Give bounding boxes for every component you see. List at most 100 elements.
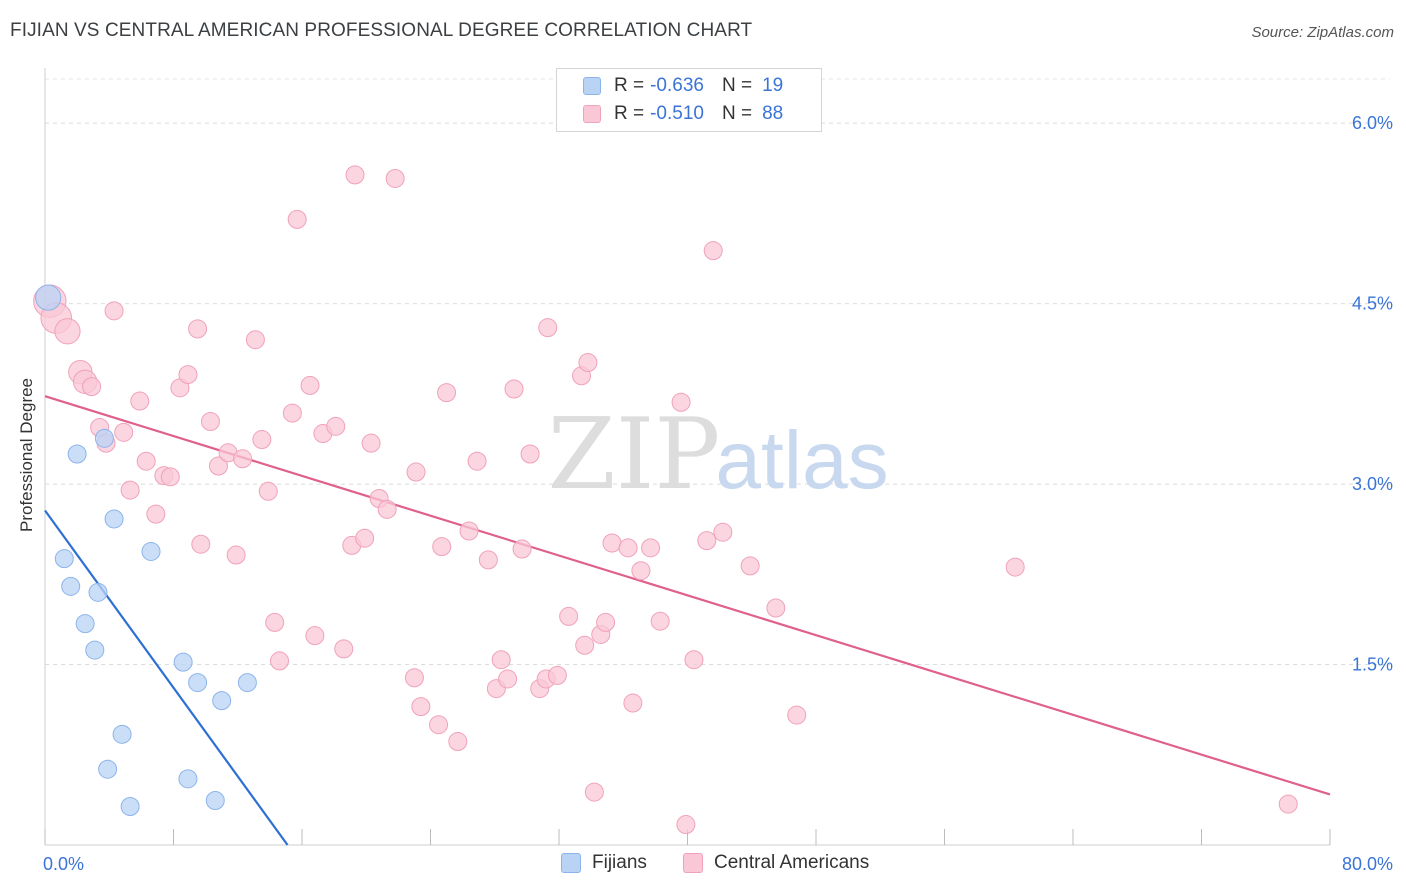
legend-n-label: N = bbox=[721, 75, 753, 96]
point-central-american bbox=[623, 693, 643, 713]
point-central-american bbox=[120, 480, 140, 500]
point-central-american bbox=[787, 705, 807, 725]
point-central-american bbox=[766, 598, 786, 618]
point-central-american bbox=[136, 451, 156, 471]
legend-r-value: -0.510 bbox=[650, 103, 704, 124]
point-central-american bbox=[208, 456, 228, 476]
point-central-american bbox=[547, 665, 567, 685]
point-central-american bbox=[178, 365, 198, 385]
x-tick-label-min: 0.0% bbox=[43, 854, 84, 874]
point-fijian bbox=[178, 769, 198, 789]
point-central-american bbox=[82, 377, 102, 397]
y-tick-label: 4.5% bbox=[1352, 294, 1393, 314]
point-central-american bbox=[114, 422, 134, 442]
point-central-american bbox=[252, 430, 272, 450]
point-central-american bbox=[641, 538, 661, 558]
point-central-american bbox=[188, 319, 208, 339]
point-central-american bbox=[385, 168, 405, 188]
point-fijian bbox=[54, 549, 74, 569]
point-central-american bbox=[437, 383, 457, 403]
point-central-american bbox=[282, 403, 302, 423]
point-central-american bbox=[559, 606, 579, 626]
trend-line-central-americans bbox=[44, 395, 1331, 796]
correlation-legend: R = -0.636 N = 19 R = -0.510 N = 88 bbox=[556, 68, 822, 132]
legend-n-value: 19 bbox=[762, 75, 784, 96]
legend-n-value: 88 bbox=[762, 103, 784, 124]
point-fijian bbox=[75, 614, 95, 634]
watermark: ZIP atlas bbox=[548, 398, 889, 512]
y-tick-label: 3.0% bbox=[1352, 474, 1393, 494]
point-central-american bbox=[467, 451, 487, 471]
point-fijian bbox=[112, 724, 132, 744]
point-central-american bbox=[596, 612, 616, 632]
axes bbox=[44, 68, 1331, 846]
point-central-american bbox=[226, 545, 246, 565]
y-tick-label: 6.0% bbox=[1352, 113, 1393, 133]
point-central-american bbox=[361, 433, 381, 453]
point-central-american bbox=[200, 412, 220, 431]
point-central-american bbox=[191, 534, 211, 554]
point-central-american bbox=[146, 504, 166, 524]
watermark-zip: ZIP bbox=[548, 398, 721, 512]
legend-label-central-americans: Central Americans bbox=[714, 852, 870, 873]
point-central-american bbox=[575, 635, 595, 655]
point-central-american bbox=[512, 539, 532, 559]
points-central-americans bbox=[33, 165, 1298, 835]
legend-swatch-fijians bbox=[561, 853, 581, 873]
point-central-american bbox=[520, 444, 540, 464]
point-fijian bbox=[94, 428, 114, 448]
point-central-american bbox=[411, 697, 431, 717]
point-central-american bbox=[104, 301, 124, 321]
point-central-american bbox=[584, 782, 604, 802]
legend-n-label: N = bbox=[721, 103, 753, 124]
point-central-american bbox=[326, 416, 346, 436]
point-central-american bbox=[160, 467, 180, 487]
point-central-american bbox=[697, 531, 717, 551]
point-central-american bbox=[1005, 557, 1025, 577]
legend-item-central-americans[interactable]: Central Americans bbox=[683, 852, 869, 874]
series-legend: Fijians Central Americans bbox=[0, 852, 1406, 876]
legend-swatch-central-americans bbox=[683, 853, 703, 873]
point-central-american bbox=[491, 650, 511, 670]
legend-swatch-fijians bbox=[583, 77, 601, 95]
point-central-american bbox=[377, 499, 397, 519]
point-central-american bbox=[345, 165, 365, 185]
point-central-american bbox=[538, 318, 558, 338]
point-central-american bbox=[602, 533, 622, 553]
point-fijian bbox=[212, 691, 232, 711]
point-central-american bbox=[631, 561, 651, 581]
source-label: Source: ZipAtlas.com bbox=[1251, 24, 1394, 41]
point-central-american bbox=[703, 241, 723, 261]
point-central-american bbox=[233, 449, 253, 469]
point-fijian bbox=[120, 797, 140, 816]
trend-line-fijians bbox=[44, 509, 289, 846]
point-central-american bbox=[404, 668, 424, 688]
legend-swatch-central-americans bbox=[583, 105, 601, 123]
point-fijian bbox=[188, 673, 208, 693]
point-central-american bbox=[671, 392, 691, 412]
point-central-american bbox=[618, 538, 638, 558]
x-tick-label-max: 80.0% bbox=[1342, 854, 1393, 874]
point-fijian bbox=[98, 759, 118, 779]
point-central-american bbox=[448, 732, 468, 752]
point-central-american bbox=[504, 379, 524, 399]
y-tick-labels: 1.5% 3.0% 4.5% 6.0% bbox=[1352, 113, 1393, 674]
trend-line bbox=[44, 509, 289, 846]
point-central-american bbox=[406, 462, 426, 482]
point-central-american bbox=[130, 391, 150, 411]
point-central-american bbox=[676, 815, 696, 835]
point-central-american bbox=[1278, 794, 1298, 814]
x-tick-labels: 0.0% 80.0% bbox=[43, 854, 1393, 874]
point-central-american bbox=[287, 209, 307, 229]
point-central-american bbox=[429, 715, 449, 735]
point-fijian bbox=[67, 444, 87, 464]
point-fijian bbox=[141, 541, 161, 561]
point-central-american bbox=[578, 353, 598, 373]
point-fijian bbox=[205, 790, 225, 810]
y-axis-label: Professional Degree bbox=[17, 377, 36, 533]
point-fijian bbox=[237, 673, 257, 693]
point-central-american bbox=[270, 651, 290, 671]
point-central-american bbox=[265, 612, 285, 632]
point-central-american bbox=[459, 521, 479, 541]
legend-item-fijians[interactable]: Fijians bbox=[561, 852, 647, 874]
